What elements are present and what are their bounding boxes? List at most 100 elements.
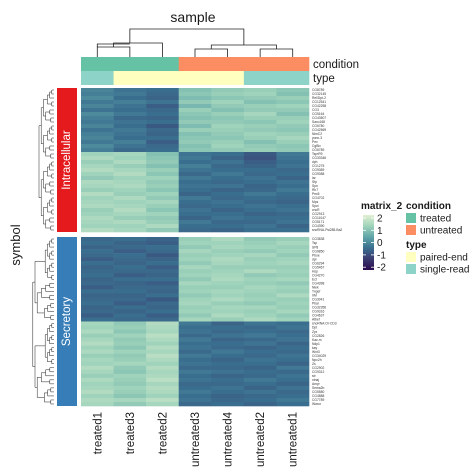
heatmap-cell — [81, 393, 114, 399]
heatmap-cell — [211, 333, 245, 338]
heatmap-cell — [243, 297, 277, 302]
heatmap-cell — [276, 357, 310, 363]
heatmap-cell — [113, 321, 147, 326]
heatmap-cell — [211, 176, 245, 181]
heatmap-cell — [146, 309, 180, 314]
heatmap-cell — [81, 301, 114, 306]
heatmap-cell — [211, 172, 245, 177]
heatmap-cell — [146, 277, 180, 282]
heatmap-cell — [276, 321, 310, 326]
row-label: TsprR9 — [312, 152, 323, 156]
heatmap-cell — [113, 184, 147, 189]
heatmap-cell — [178, 385, 212, 391]
heatmap-cell — [243, 385, 277, 391]
heatmap-cell — [211, 88, 245, 93]
dendrogram-branch — [50, 303, 54, 308]
heatmap-cell — [243, 393, 277, 399]
row-label: Pex — [312, 140, 318, 144]
heatmap-cell — [178, 168, 212, 173]
dendrogram-branch — [50, 225, 54, 231]
heatmap-cell — [211, 321, 245, 326]
dendrogram-branch — [259, 48, 294, 57]
heatmap-cell — [81, 224, 114, 229]
dendrogram-branch — [44, 249, 48, 273]
heatmap-cell — [146, 389, 180, 395]
dendrogram-branch — [44, 334, 48, 358]
heatmap-cell — [243, 285, 277, 290]
heatmap-cell — [276, 261, 310, 266]
heatmap-cell — [276, 128, 310, 133]
dendrogram-branch — [36, 377, 45, 398]
heatmap-cell — [178, 285, 212, 290]
heatmap-cell — [113, 261, 147, 266]
heatmap-cell — [178, 401, 212, 407]
heatmap-cell — [178, 176, 212, 181]
heatmap-cell — [146, 265, 180, 270]
heatmap-cell — [146, 172, 180, 177]
row-label: CG11047 — [312, 216, 326, 220]
heatmap-cell — [81, 289, 114, 294]
heatmap-cell — [113, 144, 147, 149]
legend-type-title: type — [406, 240, 427, 251]
heatmap-cell — [211, 152, 245, 157]
heatmap-cell — [81, 228, 114, 233]
heatmap-cell — [81, 389, 114, 395]
heatmap-cell — [211, 389, 245, 395]
heatmap-cell — [113, 104, 147, 109]
heatmap-cell — [146, 112, 180, 117]
heatmap-cell — [146, 152, 180, 157]
row-label: Tsp — [312, 241, 317, 245]
heatmap-cell — [243, 321, 277, 326]
heatmap-cell — [113, 120, 147, 125]
heatmap-cell — [276, 265, 310, 270]
heatmap-cell — [276, 112, 310, 117]
row-label: NimC2 — [312, 132, 322, 136]
heatmap-cell — [178, 273, 212, 278]
column-label: treated2 — [157, 412, 169, 454]
dendrogram-branch — [51, 274, 54, 280]
heatmap-cell — [81, 277, 114, 282]
heatmap-cell — [211, 160, 245, 165]
heatmap-cell — [81, 88, 114, 93]
heatmap-cell — [81, 285, 114, 290]
heatmap-cell — [276, 156, 310, 161]
heatmap-cell — [276, 293, 310, 298]
heatmap-cell — [178, 265, 212, 270]
heatmap-cell — [211, 297, 245, 302]
heatmap-cell — [276, 204, 310, 209]
heatmap-cell — [178, 172, 212, 177]
row-label: lar — [312, 176, 317, 180]
heatmap-cell — [146, 245, 180, 250]
heatmap-cell — [113, 357, 147, 363]
heatmap-cell — [178, 144, 212, 149]
heatmap-cell — [243, 289, 277, 294]
heatmap-cell — [243, 228, 277, 233]
row-label: CG5171 — [312, 220, 324, 224]
heatmap-cell — [211, 337, 245, 342]
heatmap-cell — [211, 317, 245, 322]
heatmap-cell — [146, 377, 180, 383]
heatmap-cell — [113, 285, 147, 290]
row-label: CG1275 — [312, 164, 324, 168]
row-label: CG3041 — [312, 298, 324, 302]
heatmap-cell — [81, 353, 114, 359]
heatmap-cell — [178, 397, 212, 403]
condition-cell — [243, 57, 277, 71]
condition-annotation-label: condition — [313, 59, 359, 71]
heatmap-cell — [146, 140, 180, 145]
heatmap-cell — [81, 365, 114, 371]
heatmap-cell — [178, 305, 212, 310]
heatmap-cell — [276, 172, 310, 177]
heatmap-cell — [243, 337, 277, 342]
heatmap-cell — [81, 204, 114, 209]
heatmap-cell — [243, 184, 277, 189]
heatmap-cell — [276, 92, 310, 97]
dendrogram-branch — [50, 399, 54, 405]
heatmap-cell — [243, 305, 277, 310]
heatmap-cell — [113, 136, 147, 141]
dendrogram-branch — [50, 387, 54, 393]
heatmap-cell — [113, 313, 147, 318]
heatmap-cell — [276, 337, 310, 342]
heatmap-cell — [146, 96, 180, 101]
heatmap-cell — [243, 212, 277, 217]
